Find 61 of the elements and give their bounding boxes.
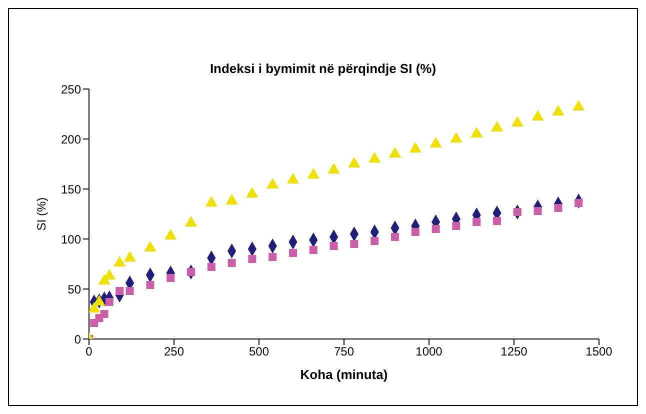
y-tick-label: 100 [60,232,82,246]
point [146,281,154,289]
point [432,225,440,233]
point [307,168,320,179]
point [246,186,258,198]
point [470,126,483,138]
point [266,178,279,189]
y-tick-label: 0 [74,332,82,346]
y-tick-label: 50 [68,282,82,296]
point [452,222,460,230]
point [430,136,442,148]
point [511,116,524,127]
point [534,207,542,215]
point [228,259,236,267]
x-tick-label: 500 [248,344,270,359]
point [166,274,175,282]
x-tick-label: 1500 [586,344,613,359]
x-tick-label: 0 [86,344,93,359]
y-axis-title: SI (%) [34,197,48,231]
point [348,156,360,168]
point [328,162,340,174]
point [309,246,318,254]
point [572,100,585,111]
point [411,228,420,236]
point [472,218,481,226]
point [370,237,379,245]
point [164,228,177,240]
point [248,255,256,263]
x-tick-label: 1000 [416,344,443,359]
point [493,217,501,225]
y-tick-label: 150 [60,182,82,196]
point [409,142,422,153]
x-tick-label: 750 [334,344,354,359]
point [184,216,198,227]
point [532,110,544,121]
point [289,249,297,257]
point [330,242,338,250]
point [105,298,114,306]
point [350,240,358,248]
point [100,310,108,318]
point [286,172,300,184]
y-tick-label: 200 [60,132,82,146]
point [207,263,216,271]
point [268,253,277,261]
point [205,196,218,207]
chart-title: Indeksi i bymimit në përqindje SI (%) [208,61,438,76]
point [450,132,462,143]
point [554,204,562,212]
point [144,240,156,252]
x-axis-title: Koha (minuta) [300,367,388,382]
point [116,287,124,295]
y-tick-label: 250 [60,82,82,96]
point [391,233,399,241]
point [388,146,402,158]
x-tick-label: 250 [164,344,184,359]
point [126,287,134,295]
point [490,120,504,132]
point [368,152,381,163]
point [226,194,238,205]
x-tick-label: 1250 [500,344,528,359]
point [552,104,564,116]
